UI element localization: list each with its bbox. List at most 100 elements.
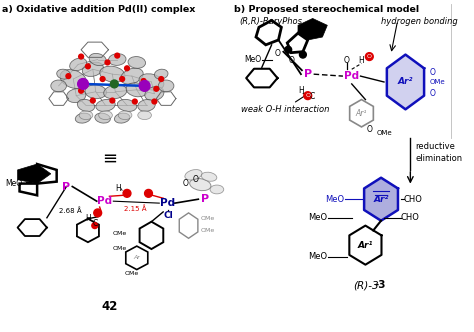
Ellipse shape — [60, 69, 86, 89]
Text: (R)-3: (R)-3 — [354, 280, 379, 290]
Ellipse shape — [57, 69, 70, 79]
Text: Pd: Pd — [344, 71, 359, 81]
Ellipse shape — [51, 80, 66, 92]
Text: MeO: MeO — [244, 55, 261, 64]
Polygon shape — [18, 164, 51, 184]
Text: C: C — [310, 92, 315, 101]
Circle shape — [114, 52, 120, 59]
Text: O: O — [192, 175, 198, 184]
Circle shape — [78, 79, 89, 89]
Ellipse shape — [138, 111, 151, 120]
Text: O: O — [288, 56, 294, 65]
Text: OMe: OMe — [201, 216, 215, 221]
Ellipse shape — [104, 85, 127, 99]
Circle shape — [153, 86, 159, 92]
Text: O: O — [274, 49, 281, 58]
Circle shape — [119, 76, 125, 82]
Text: MeO: MeO — [325, 195, 344, 204]
Circle shape — [300, 51, 306, 58]
Ellipse shape — [75, 113, 91, 123]
Text: O: O — [430, 68, 436, 77]
Ellipse shape — [120, 68, 143, 84]
Ellipse shape — [96, 99, 115, 112]
Text: Ar: Ar — [133, 255, 140, 260]
Text: O: O — [430, 89, 436, 98]
Ellipse shape — [145, 87, 164, 101]
Circle shape — [78, 88, 84, 94]
Polygon shape — [387, 55, 424, 109]
Text: weak O-H interaction: weak O-H interaction — [241, 105, 330, 114]
Circle shape — [110, 80, 118, 88]
Circle shape — [65, 73, 72, 79]
Text: MeO: MeO — [308, 252, 328, 261]
Text: ≡: ≡ — [102, 149, 117, 167]
Text: P: P — [304, 69, 312, 79]
Text: 42: 42 — [101, 300, 118, 313]
Ellipse shape — [118, 99, 137, 112]
Text: 2.15 Å: 2.15 Å — [125, 206, 147, 212]
Text: Cl: Cl — [163, 211, 173, 220]
Polygon shape — [298, 19, 328, 40]
Ellipse shape — [95, 113, 110, 123]
Circle shape — [285, 46, 292, 53]
Ellipse shape — [118, 111, 132, 120]
Ellipse shape — [155, 69, 168, 79]
Ellipse shape — [210, 185, 224, 194]
Text: O: O — [344, 56, 350, 65]
Text: OMe: OMe — [113, 231, 127, 236]
Text: O: O — [182, 179, 189, 188]
Ellipse shape — [77, 99, 95, 112]
Text: H: H — [85, 214, 91, 223]
Text: MeO: MeO — [5, 179, 22, 188]
Text: hydrogen bonding: hydrogen bonding — [381, 17, 458, 26]
Ellipse shape — [70, 58, 87, 71]
Text: (R,R)-BaryPhos: (R,R)-BaryPhos — [239, 17, 302, 26]
Circle shape — [104, 59, 110, 65]
Text: Ar²: Ar² — [398, 77, 413, 86]
Circle shape — [92, 223, 98, 228]
Ellipse shape — [126, 83, 147, 97]
Circle shape — [145, 190, 153, 197]
Circle shape — [140, 78, 147, 84]
Circle shape — [123, 190, 131, 197]
Text: P: P — [63, 182, 71, 192]
Ellipse shape — [138, 100, 155, 112]
Circle shape — [78, 53, 84, 60]
Circle shape — [365, 53, 373, 60]
Text: Ar¹: Ar¹ — [358, 241, 373, 250]
Circle shape — [158, 76, 164, 82]
Ellipse shape — [89, 53, 106, 66]
Text: H: H — [359, 56, 365, 65]
Ellipse shape — [139, 74, 164, 90]
Polygon shape — [349, 226, 382, 265]
Text: b) Proposed stereochemical model: b) Proposed stereochemical model — [235, 5, 419, 14]
Circle shape — [139, 80, 150, 91]
Ellipse shape — [109, 53, 126, 65]
Text: OMe: OMe — [430, 79, 446, 85]
Text: reductive
elimination: reductive elimination — [415, 141, 462, 163]
Circle shape — [90, 97, 96, 104]
Ellipse shape — [100, 66, 125, 82]
Text: 2.68 Å: 2.68 Å — [59, 208, 82, 214]
Text: Ar²: Ar² — [374, 195, 389, 204]
Text: MeO: MeO — [308, 213, 328, 222]
Ellipse shape — [158, 80, 174, 92]
Text: -3: -3 — [374, 280, 386, 290]
Circle shape — [94, 209, 101, 217]
Text: O: O — [366, 125, 372, 134]
Circle shape — [109, 97, 116, 104]
Text: a) Oxidative addition Pd(II) complex: a) Oxidative addition Pd(II) complex — [2, 5, 195, 14]
Ellipse shape — [66, 89, 86, 103]
Ellipse shape — [128, 56, 146, 68]
Ellipse shape — [201, 172, 217, 181]
Text: CHO: CHO — [401, 213, 419, 222]
Ellipse shape — [190, 179, 211, 191]
Text: CHO: CHO — [403, 195, 422, 204]
Ellipse shape — [82, 62, 103, 76]
Text: H: H — [115, 184, 121, 193]
Circle shape — [100, 76, 106, 82]
Ellipse shape — [79, 111, 93, 120]
Text: P: P — [201, 194, 209, 204]
Circle shape — [124, 65, 130, 71]
Polygon shape — [364, 178, 398, 221]
